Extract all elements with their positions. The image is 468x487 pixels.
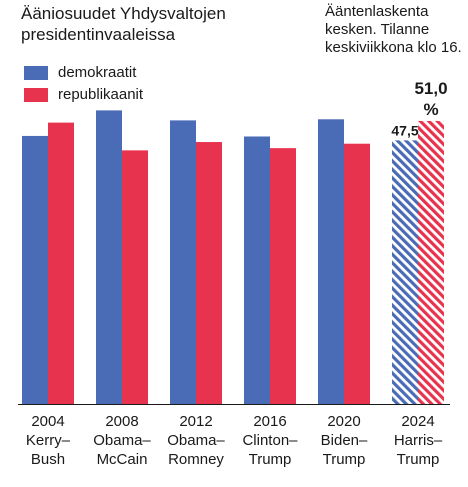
tick-year-2012: 2012 <box>179 413 212 430</box>
data-label-democrat-2024: 47,5 <box>391 122 418 138</box>
counting-note: Ääntenlaskenta kesken. Tilanne keskiviik… <box>325 3 462 56</box>
legend-label-republicans: republikaanit <box>58 86 144 103</box>
tick-year-2004: 2004 <box>31 413 64 430</box>
data-label-republican-2024: 51,0 <box>414 79 447 98</box>
bar-republican-2016 <box>270 148 296 404</box>
bar-republican-2024 <box>418 120 444 404</box>
bar-democrat-2020 <box>318 119 344 404</box>
bar-republican-2020 <box>344 143 370 404</box>
legend: demokraatit republikaanit <box>24 62 143 106</box>
tick-candidates-2012-line2: Romney <box>168 451 224 468</box>
bar-democrat-2024 <box>392 140 418 404</box>
tick-candidates-2008-line2: McCain <box>97 451 148 468</box>
chart-title: Ääniosuudet Yhdysvaltojen presidentinvaa… <box>21 4 226 44</box>
tick-candidates-2012: Obama– <box>167 432 225 449</box>
bar-republican-2012 <box>196 142 222 405</box>
tick-candidates-2020-line2: Trump <box>323 451 366 468</box>
legend-item-democrats: demokraatit <box>24 62 143 84</box>
tick-candidates-2016: Clinton– <box>242 432 298 449</box>
bar-democrat-2012 <box>170 120 196 405</box>
tick-year-2020: 2020 <box>327 413 360 430</box>
bar-democrat-2004 <box>22 135 48 404</box>
bar-democrat-2016 <box>244 136 270 405</box>
tick-year-2024: 2024 <box>401 413 434 430</box>
bar-democrat-2008 <box>96 110 122 404</box>
tick-candidates-2020: Biden– <box>321 432 368 449</box>
tick-year-2008: 2008 <box>105 413 138 430</box>
tick-candidates-2016-line2: Trump <box>249 451 292 468</box>
tick-candidates-2004-line2: Bush <box>31 451 65 468</box>
bar-republican-2004 <box>48 122 74 405</box>
legend-label-democrats: demokraatit <box>58 64 137 81</box>
data-label-unit: % <box>423 100 438 119</box>
bar-republican-2008 <box>122 150 148 404</box>
legend-swatch-republicans <box>24 88 48 102</box>
tick-candidates-2008: Obama– <box>93 432 151 449</box>
tick-candidates-2024: Harris– <box>394 432 443 449</box>
tick-candidates-2004: Kerry– <box>26 432 71 449</box>
tick-candidates-2024-line2: Trump <box>397 451 440 468</box>
legend-swatch-democrats <box>24 66 48 80</box>
tick-year-2016: 2016 <box>253 413 286 430</box>
legend-item-republicans: republikaanit <box>24 84 143 106</box>
